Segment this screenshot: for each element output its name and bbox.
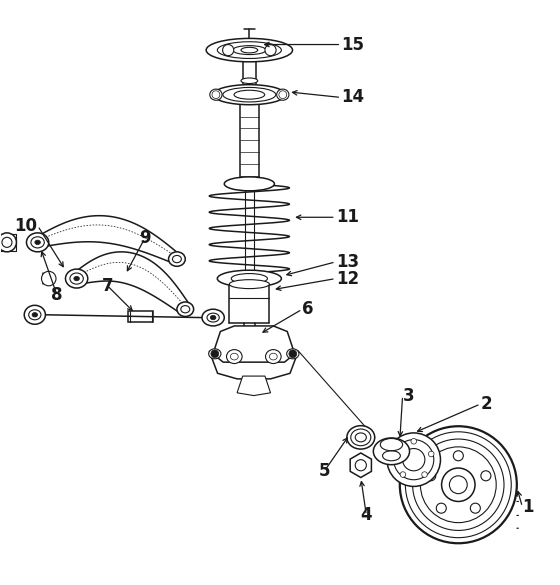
- Circle shape: [387, 433, 441, 486]
- Text: 11: 11: [336, 208, 359, 226]
- Ellipse shape: [229, 280, 269, 288]
- Circle shape: [400, 472, 405, 477]
- Text: 10: 10: [15, 216, 38, 235]
- Ellipse shape: [74, 276, 80, 281]
- Ellipse shape: [169, 252, 185, 266]
- Ellipse shape: [217, 270, 281, 287]
- Circle shape: [211, 350, 219, 357]
- Ellipse shape: [287, 349, 299, 359]
- Circle shape: [400, 426, 517, 543]
- Ellipse shape: [32, 312, 38, 317]
- Polygon shape: [350, 453, 371, 477]
- Ellipse shape: [210, 89, 222, 100]
- Circle shape: [426, 471, 436, 481]
- Circle shape: [470, 503, 480, 513]
- Ellipse shape: [241, 78, 258, 84]
- Text: 7: 7: [101, 277, 113, 294]
- Ellipse shape: [209, 349, 221, 359]
- Ellipse shape: [66, 269, 88, 288]
- Ellipse shape: [35, 240, 40, 245]
- Ellipse shape: [211, 315, 216, 320]
- Text: 4: 4: [361, 507, 372, 524]
- Ellipse shape: [24, 305, 45, 324]
- Ellipse shape: [213, 85, 286, 105]
- Circle shape: [0, 233, 16, 252]
- Ellipse shape: [374, 438, 409, 464]
- Circle shape: [453, 451, 463, 461]
- Circle shape: [422, 472, 427, 477]
- Circle shape: [428, 451, 434, 457]
- Text: 6: 6: [302, 300, 314, 318]
- Polygon shape: [209, 351, 298, 379]
- Circle shape: [289, 350, 297, 357]
- Text: 15: 15: [341, 36, 365, 54]
- Circle shape: [481, 471, 491, 481]
- Polygon shape: [215, 326, 293, 370]
- Text: 3: 3: [403, 387, 414, 405]
- Circle shape: [394, 451, 399, 457]
- Ellipse shape: [206, 39, 292, 62]
- Circle shape: [41, 271, 56, 286]
- Circle shape: [265, 44, 276, 56]
- Polygon shape: [237, 376, 270, 395]
- Text: 5: 5: [319, 462, 330, 480]
- Ellipse shape: [277, 89, 289, 100]
- Bar: [128, 311, 153, 322]
- Circle shape: [223, 44, 234, 56]
- Ellipse shape: [226, 350, 242, 363]
- Text: 1: 1: [522, 498, 534, 516]
- Circle shape: [436, 503, 446, 513]
- Ellipse shape: [224, 177, 274, 191]
- Text: 12: 12: [336, 270, 359, 288]
- Circle shape: [411, 439, 417, 444]
- Ellipse shape: [265, 350, 281, 363]
- Ellipse shape: [26, 233, 49, 252]
- Ellipse shape: [347, 426, 375, 449]
- Text: 9: 9: [139, 229, 151, 247]
- Text: 2: 2: [480, 395, 492, 413]
- Text: 14: 14: [341, 88, 365, 106]
- Text: 13: 13: [336, 253, 359, 271]
- Text: 8: 8: [52, 286, 63, 304]
- Ellipse shape: [202, 309, 224, 326]
- Ellipse shape: [177, 302, 194, 316]
